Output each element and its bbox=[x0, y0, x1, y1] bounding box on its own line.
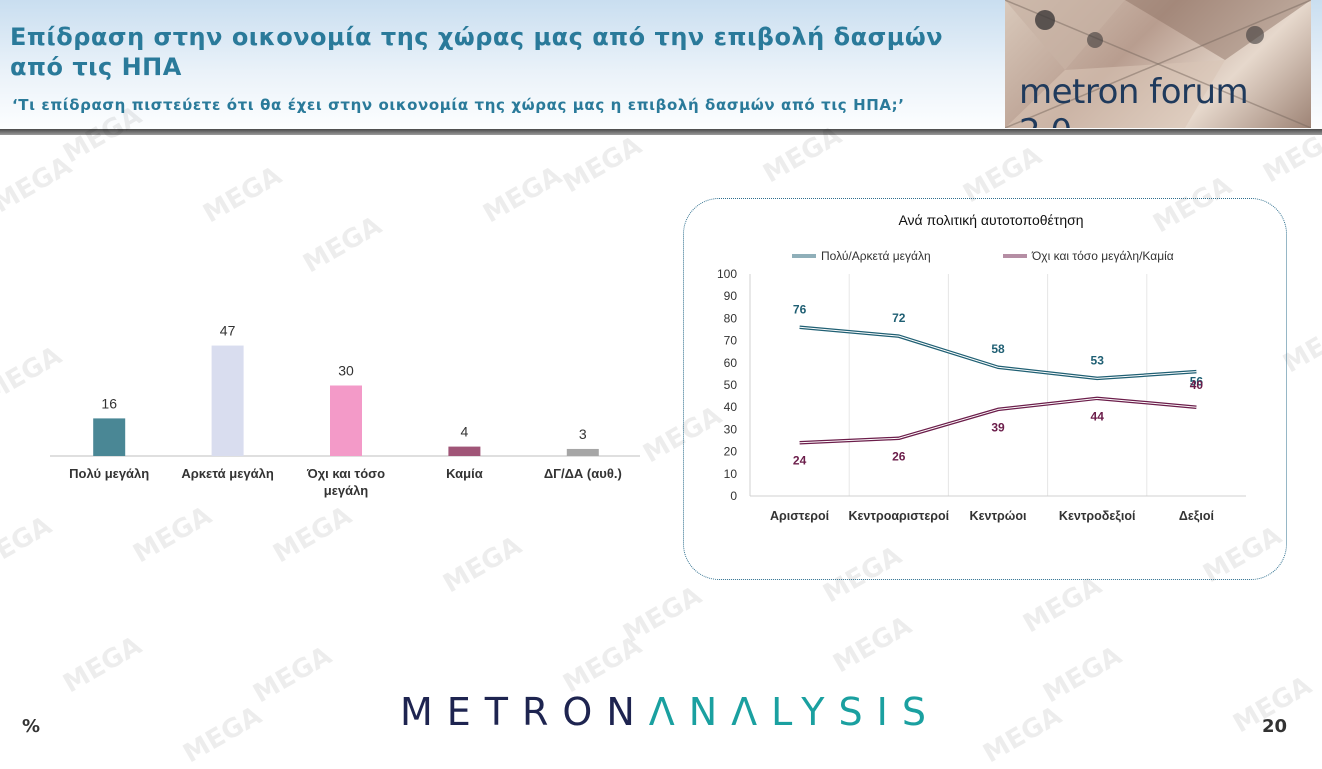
bar-value-label: 4 bbox=[461, 424, 469, 440]
watermark-text: MEGA bbox=[1038, 640, 1127, 710]
metron-forum-logo: metron forum 2.0 bbox=[1005, 0, 1311, 128]
watermark-text: MEGA bbox=[248, 640, 337, 710]
brand-left: METRON bbox=[400, 690, 649, 734]
watermark-text: MEGA bbox=[438, 530, 527, 600]
watermark-text: MEGA bbox=[618, 580, 707, 650]
page-subtitle: ‘Τι επίδραση πιστεύετε ότι θα έχει στην … bbox=[12, 96, 905, 114]
metron-analysis-logo: METRONΛNΛLYSIS bbox=[400, 690, 940, 734]
watermark-text: MEGA bbox=[0, 510, 57, 580]
bar bbox=[211, 345, 244, 456]
bar-value-label: 47 bbox=[220, 323, 236, 339]
percent-sign: % bbox=[22, 716, 41, 737]
bar-category-label: Καμία bbox=[446, 466, 483, 481]
bar bbox=[93, 418, 126, 456]
watermark-text: MEGA bbox=[828, 610, 917, 680]
page-number: 20 bbox=[1262, 716, 1288, 737]
bar bbox=[566, 448, 599, 456]
bar-value-label: 16 bbox=[101, 395, 117, 411]
watermark-text: MEGA bbox=[558, 630, 647, 700]
watermark-text: MEGA bbox=[178, 700, 267, 769]
logo-background-graphic bbox=[1005, 0, 1311, 128]
bar-chart: 16 Πολύ μεγάλη 47 Αρκετά μεγάλη 30 Όχι και τό… bbox=[50, 323, 640, 498]
bar-value-label: 3 bbox=[579, 426, 587, 442]
brand-right: ΛNΛLYSIS bbox=[648, 690, 940, 734]
header-divider bbox=[0, 129, 1322, 135]
bar bbox=[330, 385, 362, 456]
bar-category-label: ΔΓ/ΔΑ (αυθ.) bbox=[544, 466, 622, 481]
bar-category-label: Όχι και τόσο bbox=[306, 466, 385, 481]
watermark-text: MEGA bbox=[58, 630, 147, 700]
bar-category-label: Αρκετά μεγάλη bbox=[181, 466, 273, 481]
watermark-text: MEGA bbox=[1018, 570, 1107, 640]
page-title: Επίδραση στην οικονομία της χώρας μας απ… bbox=[10, 23, 944, 81]
bar-category-label: Πολύ μεγάλη bbox=[69, 466, 149, 481]
bar bbox=[448, 446, 481, 456]
logo-text: metron forum 2.0 bbox=[1019, 72, 1249, 128]
line-chart-panel bbox=[683, 198, 1287, 580]
watermark-text: MEGA bbox=[978, 700, 1067, 769]
bar-category-label: μεγάλη bbox=[324, 483, 369, 498]
bar-value-label: 30 bbox=[338, 363, 354, 379]
